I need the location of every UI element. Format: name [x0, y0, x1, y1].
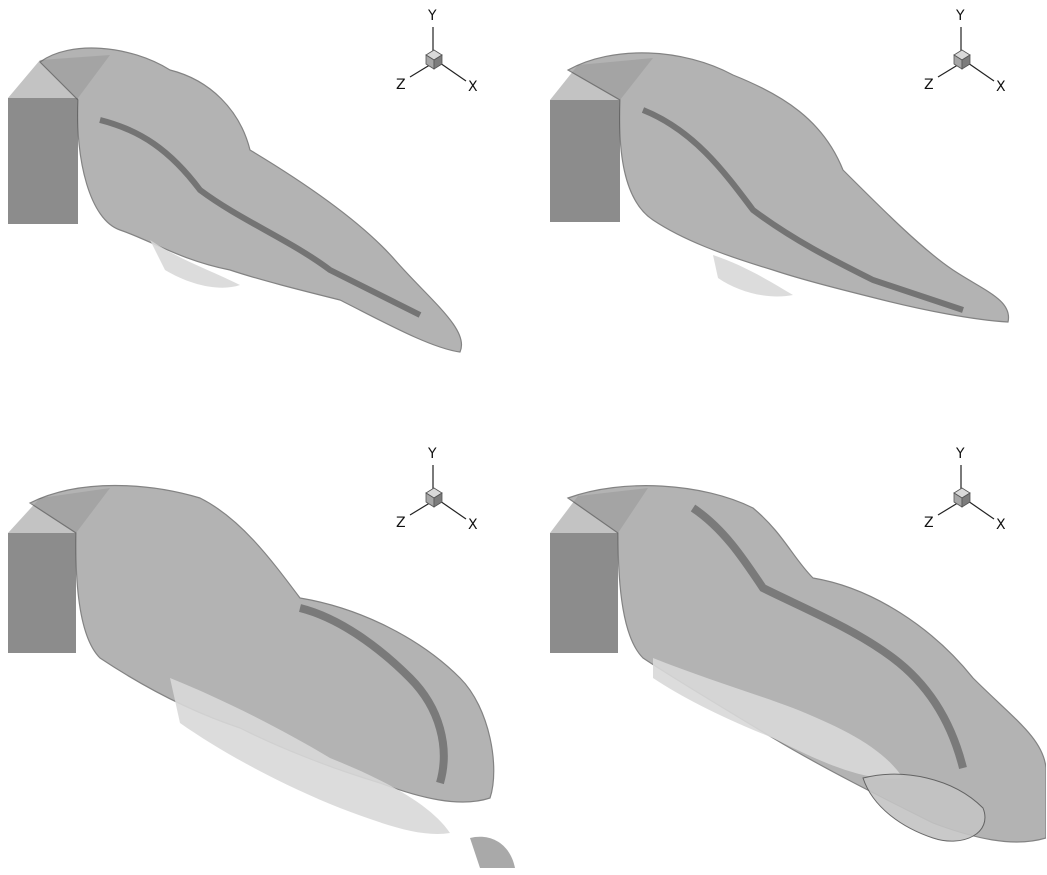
isosurface-panel-4: Y Z X — [523, 438, 1046, 875]
underside-surface — [653, 658, 903, 779]
bluff-body-front-face — [8, 533, 76, 653]
vortex-isosurface — [566, 485, 1046, 843]
vortex-isosurface — [566, 52, 1010, 323]
isosurface-render-2 — [550, 52, 1010, 323]
axis-triad-1: Y Z X — [396, 5, 490, 95]
isosurface-panel-2: Y Z X — [523, 0, 1046, 437]
underside-surface — [170, 678, 450, 834]
z-axis-label: Z — [396, 515, 406, 531]
x-axis-label: X — [996, 79, 1006, 95]
underside-surface — [713, 255, 793, 297]
axis-triad-4: Y Z X — [924, 443, 1018, 533]
vortex-isosurface — [39, 47, 463, 353]
wake-fragment — [470, 836, 515, 868]
axis-triad-icon — [409, 465, 467, 520]
bluff-body-front-face — [550, 100, 620, 222]
x-axis-label: X — [996, 517, 1006, 533]
axis-triad-icon — [937, 465, 995, 520]
isosurface-render-1 — [8, 47, 463, 353]
isosurface-render-3 — [8, 484, 515, 868]
vortex-isosurface — [28, 484, 495, 803]
vortex-core-dark — [641, 107, 964, 313]
y-axis-label: Y — [956, 8, 965, 24]
isosurface-panel-3: Y Z X — [0, 438, 523, 875]
y-axis-label: Y — [956, 446, 965, 462]
axis-triad-icon — [937, 27, 995, 82]
bluff-body-front-face — [550, 533, 618, 653]
axis-triad-icon — [409, 27, 467, 82]
underside-surface — [150, 240, 240, 288]
isosurface-render-4 — [550, 485, 1046, 843]
vortex-core-dark — [99, 117, 422, 318]
z-axis-label: Z — [396, 77, 406, 93]
axis-triad-2: Y Z X — [924, 5, 1018, 95]
y-axis-label: Y — [428, 446, 437, 462]
z-axis-label: Z — [924, 77, 934, 93]
wake-lobe — [862, 773, 986, 842]
axis-triad-3: Y Z X — [396, 443, 490, 533]
x-axis-label: X — [468, 79, 478, 95]
bluff-body-front-face — [8, 98, 78, 224]
z-axis-label: Z — [924, 515, 934, 531]
vortex-core-dark — [299, 604, 448, 785]
x-axis-label: X — [468, 517, 478, 533]
isosurface-panel-1: Y Z X — [0, 0, 523, 437]
y-axis-label: Y — [428, 8, 437, 24]
vortex-core-dark — [690, 504, 967, 769]
